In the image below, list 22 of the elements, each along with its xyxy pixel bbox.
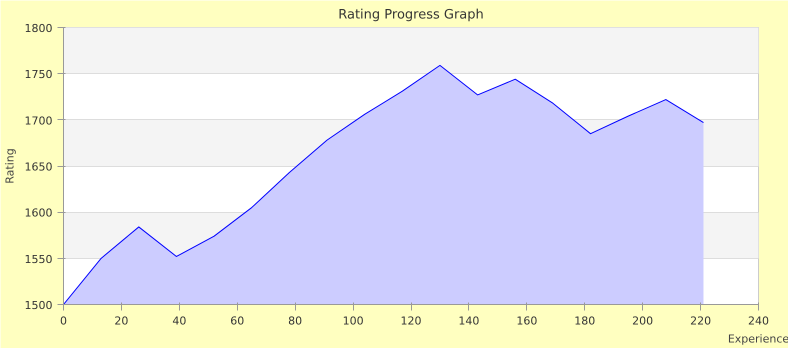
x-tick-label: 40 [172, 314, 186, 328]
y-tick-label: 1550 [24, 252, 53, 266]
x-tick-label: 100 [342, 314, 364, 328]
y-tick-label: 1500 [24, 299, 53, 312]
x-tick-label: 120 [400, 314, 422, 328]
x-tick-label: 80 [288, 314, 302, 328]
x-tick-label: 200 [632, 314, 654, 328]
y-tick-label: 1650 [24, 160, 53, 174]
x-tick-label: 160 [516, 314, 538, 328]
y-tick-label: 1800 [24, 22, 53, 35]
x-tick-label: 220 [690, 314, 712, 328]
x-tick-label: 0 [60, 314, 67, 328]
x-tick-label: 60 [230, 314, 244, 328]
y-tick-label: 1750 [24, 68, 53, 82]
y-axis-title: Rating [4, 148, 17, 184]
x-tick-label: 20 [114, 314, 128, 328]
x-tick-label: 180 [574, 314, 596, 328]
y-tick-label: 1700 [24, 114, 53, 128]
x-tick-label: 240 [748, 314, 769, 328]
chart-title: Rating Progress Graph [338, 8, 484, 22]
x-tick-label: 140 [458, 314, 480, 328]
y-tick-label: 1600 [24, 206, 53, 220]
